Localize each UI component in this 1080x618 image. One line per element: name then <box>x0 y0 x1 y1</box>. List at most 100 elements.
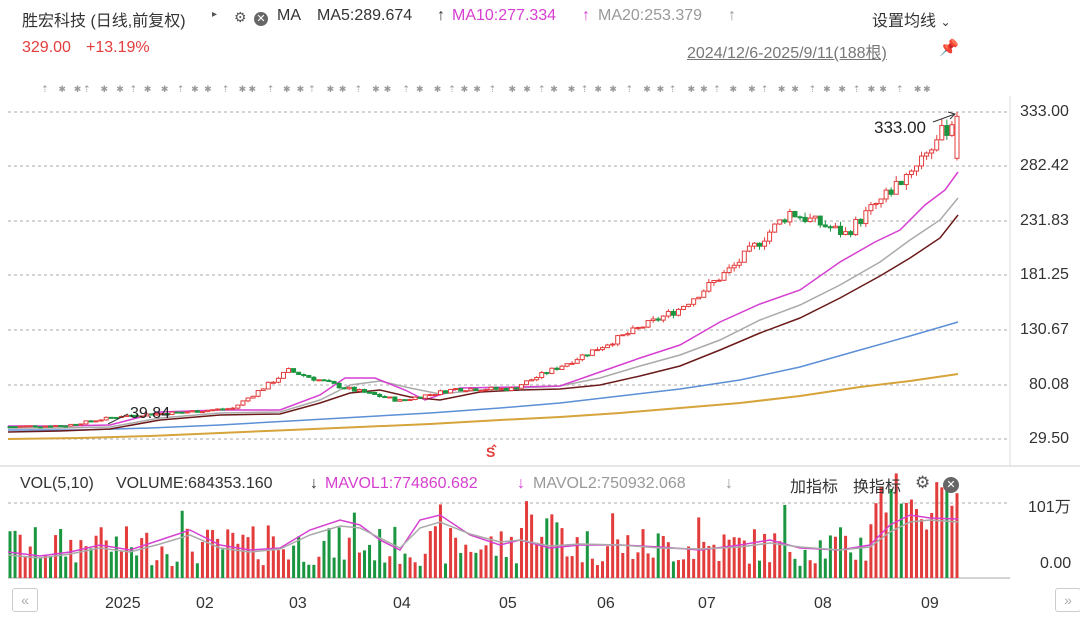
close-icon[interactable]: ✕ <box>254 9 268 27</box>
event-marker-icon[interactable]: ✱ <box>523 84 531 94</box>
event-marker-icon[interactable]: ✱ <box>609 84 617 94</box>
event-marker-icon[interactable]: ✱ <box>868 84 876 94</box>
gear-icon[interactable]: ⚙ <box>234 9 247 25</box>
ma120-line <box>7 373 959 440</box>
event-marker-icon[interactable]: ✱ <box>914 84 922 94</box>
volume-bar <box>752 529 756 578</box>
mavol2-down-arrow-icon: ↓ <box>725 475 733 492</box>
event-marker-icon[interactable]: ✱ <box>58 84 66 94</box>
event-marker-icon[interactable]: ⇡ <box>41 84 49 94</box>
event-marker-icon[interactable]: ✱ <box>161 84 169 94</box>
indicator-gear-icon[interactable]: ⚙ <box>915 473 931 492</box>
event-marker-icon[interactable]: ✱ <box>688 84 696 94</box>
event-marker-icon[interactable]: ⇡ <box>581 84 589 94</box>
event-marker-icon[interactable]: ✱ <box>461 84 469 94</box>
volume-bar <box>692 558 696 578</box>
event-marker-icon[interactable]: ⇡ <box>83 84 91 94</box>
candle-body <box>341 387 347 390</box>
event-marker-icon[interactable]: ✱ <box>700 84 708 94</box>
switch-indicator-button[interactable]: 换指标 <box>853 479 902 496</box>
event-marker-icon[interactable]: ✱ <box>204 84 212 94</box>
event-marker-icon[interactable]: ✱ <box>434 84 442 94</box>
candle-body <box>53 425 59 428</box>
event-marker-icon[interactable]: ⇡ <box>809 84 817 94</box>
event-marker-icon[interactable]: ✱ <box>838 84 846 94</box>
event-marker-icon[interactable]: ✱ <box>823 84 831 94</box>
event-marker-icon[interactable]: ⇡ <box>626 84 634 94</box>
event-marker-icon[interactable]: ⇡ <box>267 84 275 94</box>
event-marker-icon[interactable]: ✱ <box>550 84 558 94</box>
volume-bar <box>763 533 767 578</box>
expand-arrow-icon[interactable]: ▸ <box>212 9 218 20</box>
event-marker-icon[interactable]: ✱ <box>778 84 786 94</box>
volume-bar <box>211 530 215 578</box>
event-markers[interactable]: ⇡ ✱ ✱ ⇡ ✱ ✱ ⇡ ✱ ✱ ⇡ ✱ ✱ ⇡ ✱ ✱ ⇡ ✱ ✱ ⇡ ✱ ✱ ⇡ ✱ ✱ ⇡ ✱ ✱ ⇡ ✱ ✱ ⇡ ✱ ✱ ⇡ ✱ ✱ ⇡ ✱ ✱ ⇡… <box>41 84 931 94</box>
event-marker-icon[interactable]: ✱ <box>657 84 665 94</box>
settings-ma-button[interactable]: 设置均线 ⌄ <box>872 7 951 31</box>
event-marker-icon[interactable]: ✱ <box>730 84 738 94</box>
volume-bar <box>778 541 782 578</box>
pin-icon[interactable]: 📌 <box>939 40 959 57</box>
event-marker-icon[interactable]: ⇡ <box>308 84 316 94</box>
event-marker-icon[interactable]: ✱ <box>191 84 199 94</box>
candle-body <box>589 349 595 356</box>
candle-body <box>838 225 844 235</box>
event-marker-icon[interactable]: ✱ <box>568 84 576 94</box>
signal-label[interactable]: S <box>486 444 496 460</box>
event-marker-icon[interactable]: ⇡ <box>448 84 456 94</box>
date-range[interactable]: 2024/12/6-2025/9/11(188根) <box>687 45 887 62</box>
candle-body <box>159 413 165 416</box>
volume-bar <box>114 536 118 578</box>
event-marker-icon[interactable]: ✱ <box>416 84 424 94</box>
event-marker-icon[interactable]: ✱ <box>384 84 392 94</box>
event-marker-icon[interactable]: ✱ <box>643 84 651 94</box>
event-marker-icon[interactable]: ✱ <box>879 84 887 94</box>
event-marker-icon[interactable]: ✱ <box>116 84 124 94</box>
scroll-left-button[interactable]: « <box>12 588 38 612</box>
volume-bar <box>347 537 351 578</box>
candle-body <box>858 218 864 225</box>
candle-body <box>270 381 276 384</box>
event-marker-icon[interactable]: ⇡ <box>177 84 185 94</box>
event-marker-icon[interactable]: ⇡ <box>761 84 769 94</box>
event-marker-icon[interactable]: ⇡ <box>713 84 721 94</box>
event-marker-icon[interactable]: ⇡ <box>489 84 497 94</box>
event-marker-icon[interactable]: ⇡ <box>538 84 546 94</box>
event-marker-icon[interactable]: ✱ <box>748 84 756 94</box>
event-marker-icon[interactable]: ✱ <box>297 84 305 94</box>
event-marker-icon[interactable]: ✱ <box>923 84 931 94</box>
event-marker-icon[interactable]: ⇡ <box>669 84 677 94</box>
event-marker-icon[interactable]: ✱ <box>473 84 481 94</box>
event-marker-icon[interactable]: ⇡ <box>853 84 861 94</box>
event-marker-icon[interactable]: ⇡ <box>896 84 904 94</box>
event-marker-icon[interactable]: ✱ <box>339 84 347 94</box>
candle-body <box>868 204 874 212</box>
volume-bar <box>449 528 453 578</box>
event-marker-icon[interactable]: ✱ <box>144 84 152 94</box>
volume-bar <box>398 563 402 578</box>
event-marker-icon[interactable]: ⇡ <box>355 84 363 94</box>
candle-body <box>574 359 580 364</box>
event-marker-icon[interactable]: ✱ <box>74 84 82 94</box>
stock-title[interactable]: 胜宏科技 (日线,前复权) <box>22 13 186 30</box>
event-marker-icon[interactable]: ⇡ <box>222 84 230 94</box>
volume-bar <box>722 534 726 578</box>
volume-bar <box>955 493 959 578</box>
event-marker-icon[interactable]: ⇡ <box>129 84 137 94</box>
indicator-close-icon[interactable]: ✕ <box>943 475 959 493</box>
event-marker-icon[interactable]: ✱ <box>239 84 247 94</box>
event-marker-icon[interactable]: ✱ <box>594 84 602 94</box>
event-marker-icon[interactable]: ✱ <box>509 84 517 94</box>
event-marker-icon[interactable]: ✱ <box>249 84 257 94</box>
event-marker-icon[interactable]: ✱ <box>101 84 109 94</box>
event-marker-icon[interactable]: ✱ <box>791 84 799 94</box>
candle-body <box>483 389 489 392</box>
event-marker-icon[interactable]: ✱ <box>283 84 291 94</box>
event-marker-icon[interactable]: ✱ <box>327 84 335 94</box>
add-indicator-button[interactable]: 加指标 <box>790 479 839 496</box>
event-marker-icon[interactable]: ✱ <box>372 84 380 94</box>
scroll-right-button[interactable]: » <box>1055 588 1080 612</box>
candle-body <box>275 377 281 383</box>
event-marker-icon[interactable]: ⇡ <box>402 84 410 94</box>
volume-bar <box>509 536 513 578</box>
